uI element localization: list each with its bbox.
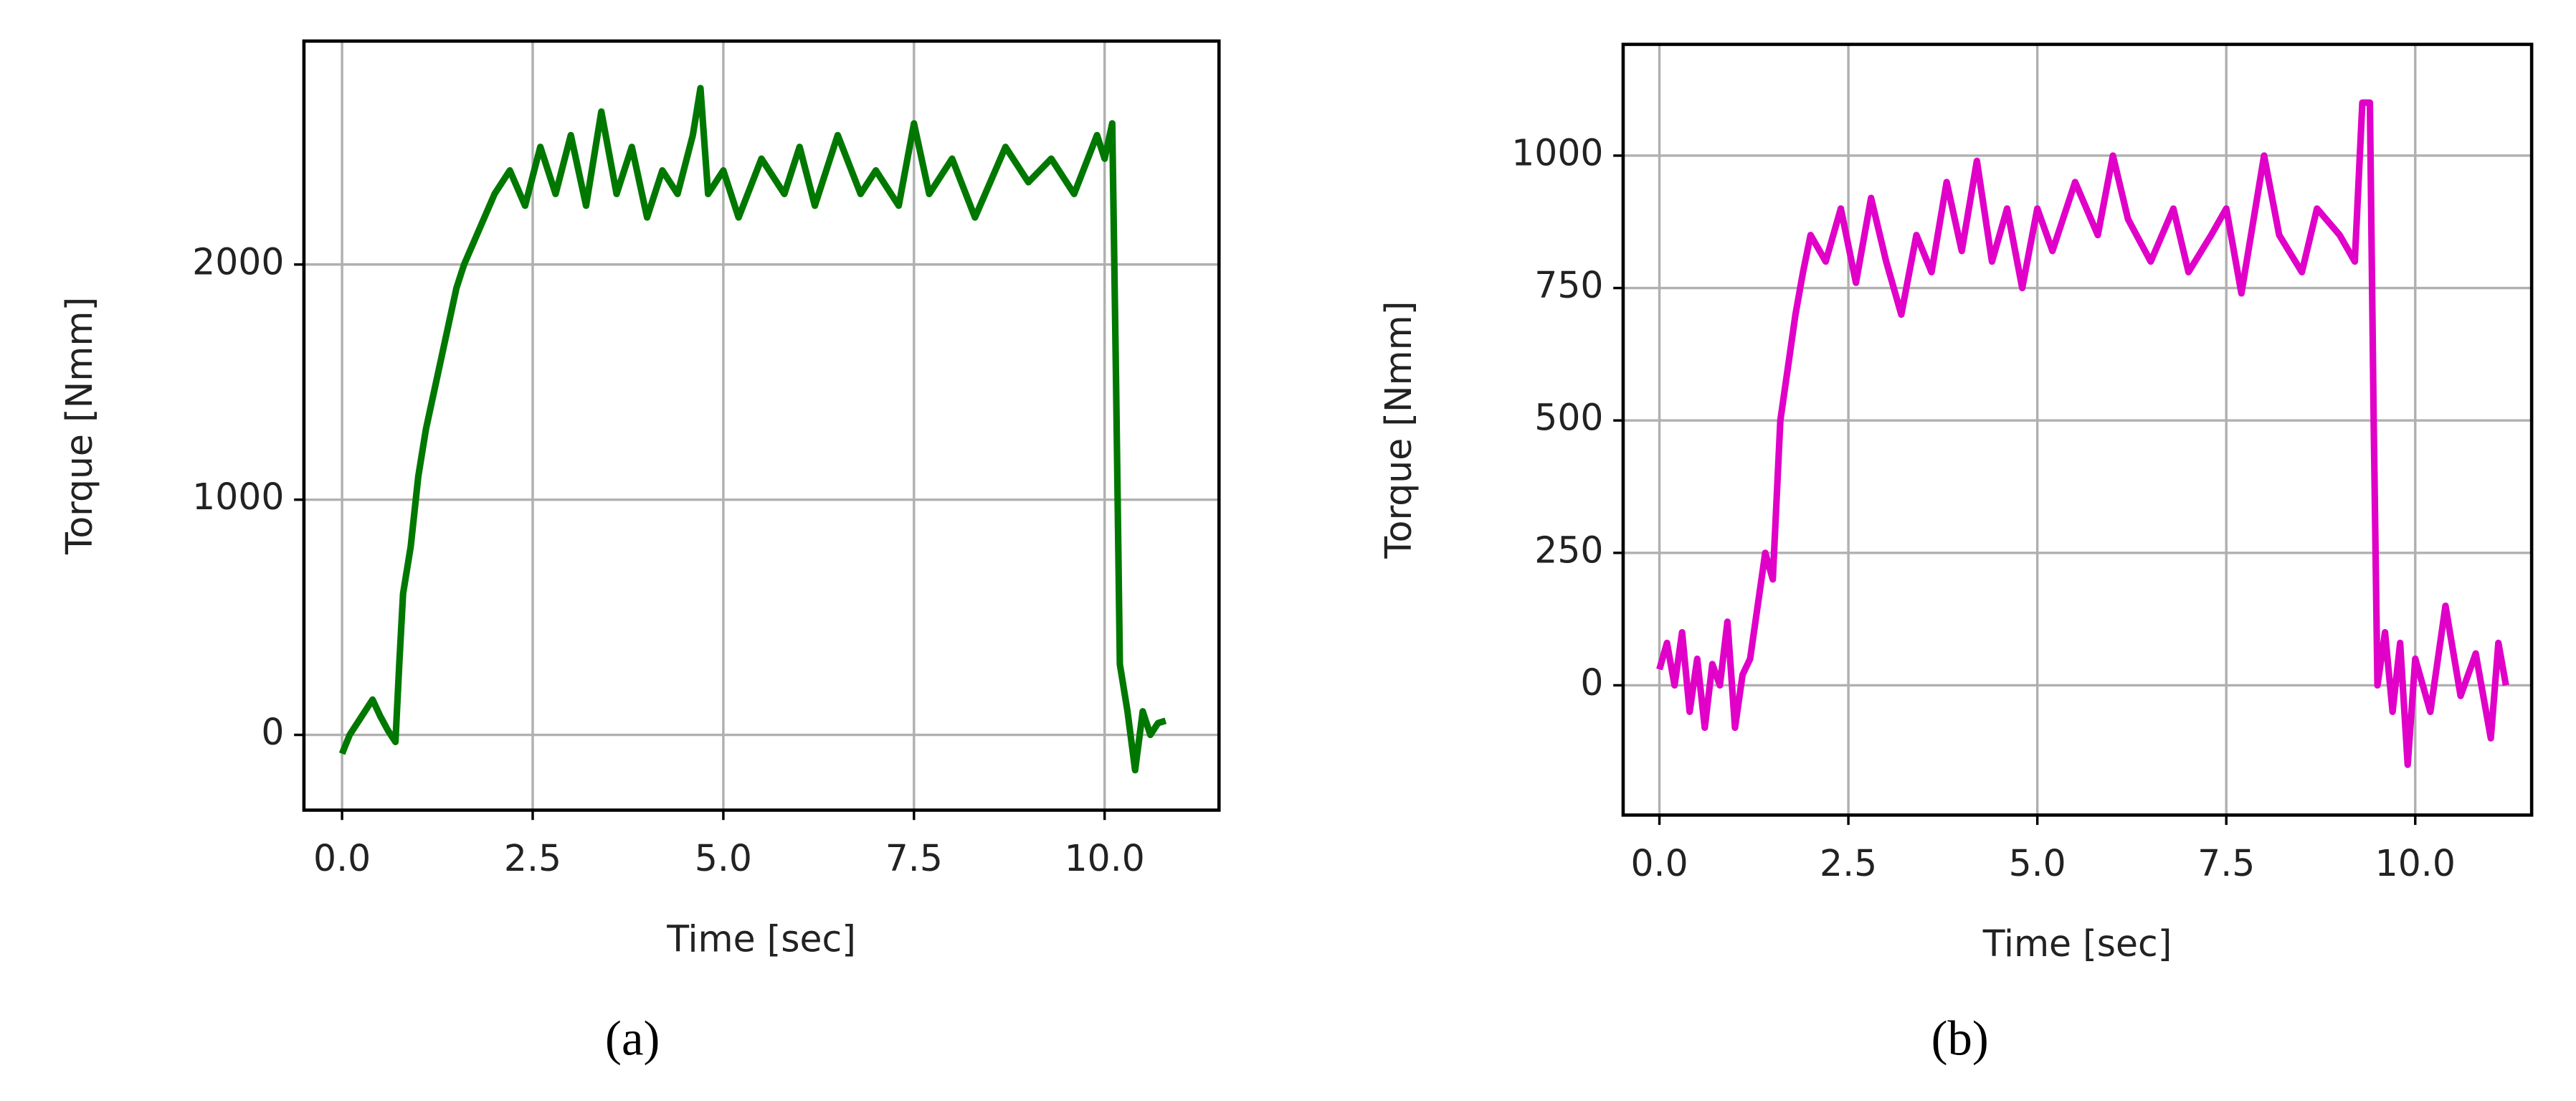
plot-frame bbox=[302, 39, 1221, 812]
x-tick-label: 7.5 bbox=[2197, 842, 2255, 884]
y-tick-label: 250 bbox=[1534, 529, 1603, 571]
y-tick-label: 750 bbox=[1534, 264, 1603, 306]
x-tick-label: 5.0 bbox=[2009, 842, 2066, 884]
x-tick-label: 0.0 bbox=[1630, 842, 1688, 884]
y-tick-label: 1000 bbox=[192, 476, 284, 518]
x-tick-label: 2.5 bbox=[504, 837, 561, 879]
y-tick-label: 1000 bbox=[1511, 131, 1603, 174]
x-tick-label: 10.0 bbox=[2375, 842, 2456, 884]
y-tick-label: 500 bbox=[1534, 397, 1603, 439]
x-tick-label: 0.0 bbox=[313, 837, 371, 879]
plot-frame bbox=[1621, 42, 2534, 817]
caption: (a) bbox=[605, 1011, 660, 1066]
x-tick-label: 5.0 bbox=[695, 837, 752, 879]
x-tick-label: 10.0 bbox=[1065, 837, 1145, 879]
y-tick-label: 2000 bbox=[192, 240, 284, 283]
x-tick-label: 7.5 bbox=[885, 837, 943, 879]
data-line bbox=[1656, 99, 2509, 768]
x-axis-label: Time [sec] bbox=[666, 917, 856, 960]
data-line bbox=[338, 85, 1167, 774]
x-tick-label: 2.5 bbox=[1820, 842, 1877, 884]
y-tick-label: 0 bbox=[1580, 661, 1603, 704]
y-axis-label: Torque [Nmm] bbox=[58, 297, 100, 555]
caption: (b) bbox=[1931, 1011, 1989, 1066]
y-axis-label: Torque [Nmm] bbox=[1377, 301, 1420, 559]
x-axis-label: Time [sec] bbox=[1982, 922, 2172, 965]
y-tick-label: 0 bbox=[261, 711, 284, 753]
